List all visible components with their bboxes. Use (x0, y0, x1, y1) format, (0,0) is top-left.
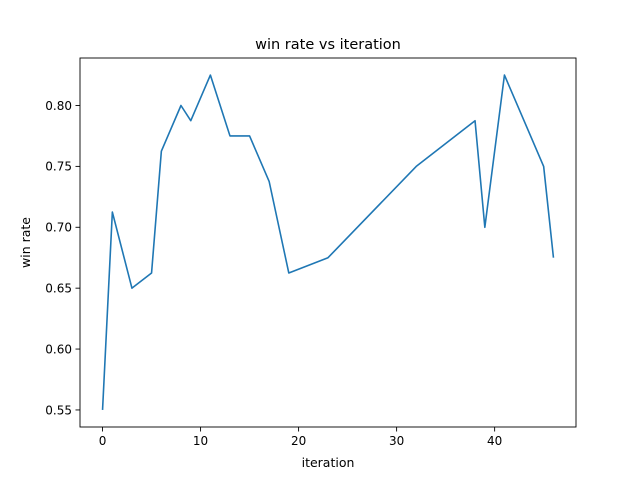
y-tick-label: 0.60 (45, 342, 72, 356)
y-axis: 0.55 0.60 0.65 0.70 0.75 0.80 (45, 99, 80, 417)
y-axis-label: win rate (18, 217, 33, 268)
chart-title: win rate vs iteration (255, 37, 401, 53)
y-tick-label: 0.80 (45, 99, 72, 113)
x-tick-label: 30 (389, 434, 404, 448)
plot-area (101, 74, 555, 410)
y-tick-label: 0.65 (45, 281, 72, 295)
y-tick-label: 0.55 (45, 403, 72, 417)
x-axis-label: iteration (302, 455, 355, 470)
plot-frame (79, 57, 577, 428)
x-tick-label: 20 (291, 434, 306, 448)
x-axis: 0 10 20 30 40 (99, 427, 502, 448)
y-tick-label: 0.75 (45, 160, 72, 174)
x-tick-label: 40 (487, 434, 502, 448)
x-tick-label: 0 (99, 434, 107, 448)
x-tick-label: 10 (193, 434, 208, 448)
series-line-0 (101, 74, 555, 410)
y-tick-label: 0.70 (45, 221, 72, 235)
